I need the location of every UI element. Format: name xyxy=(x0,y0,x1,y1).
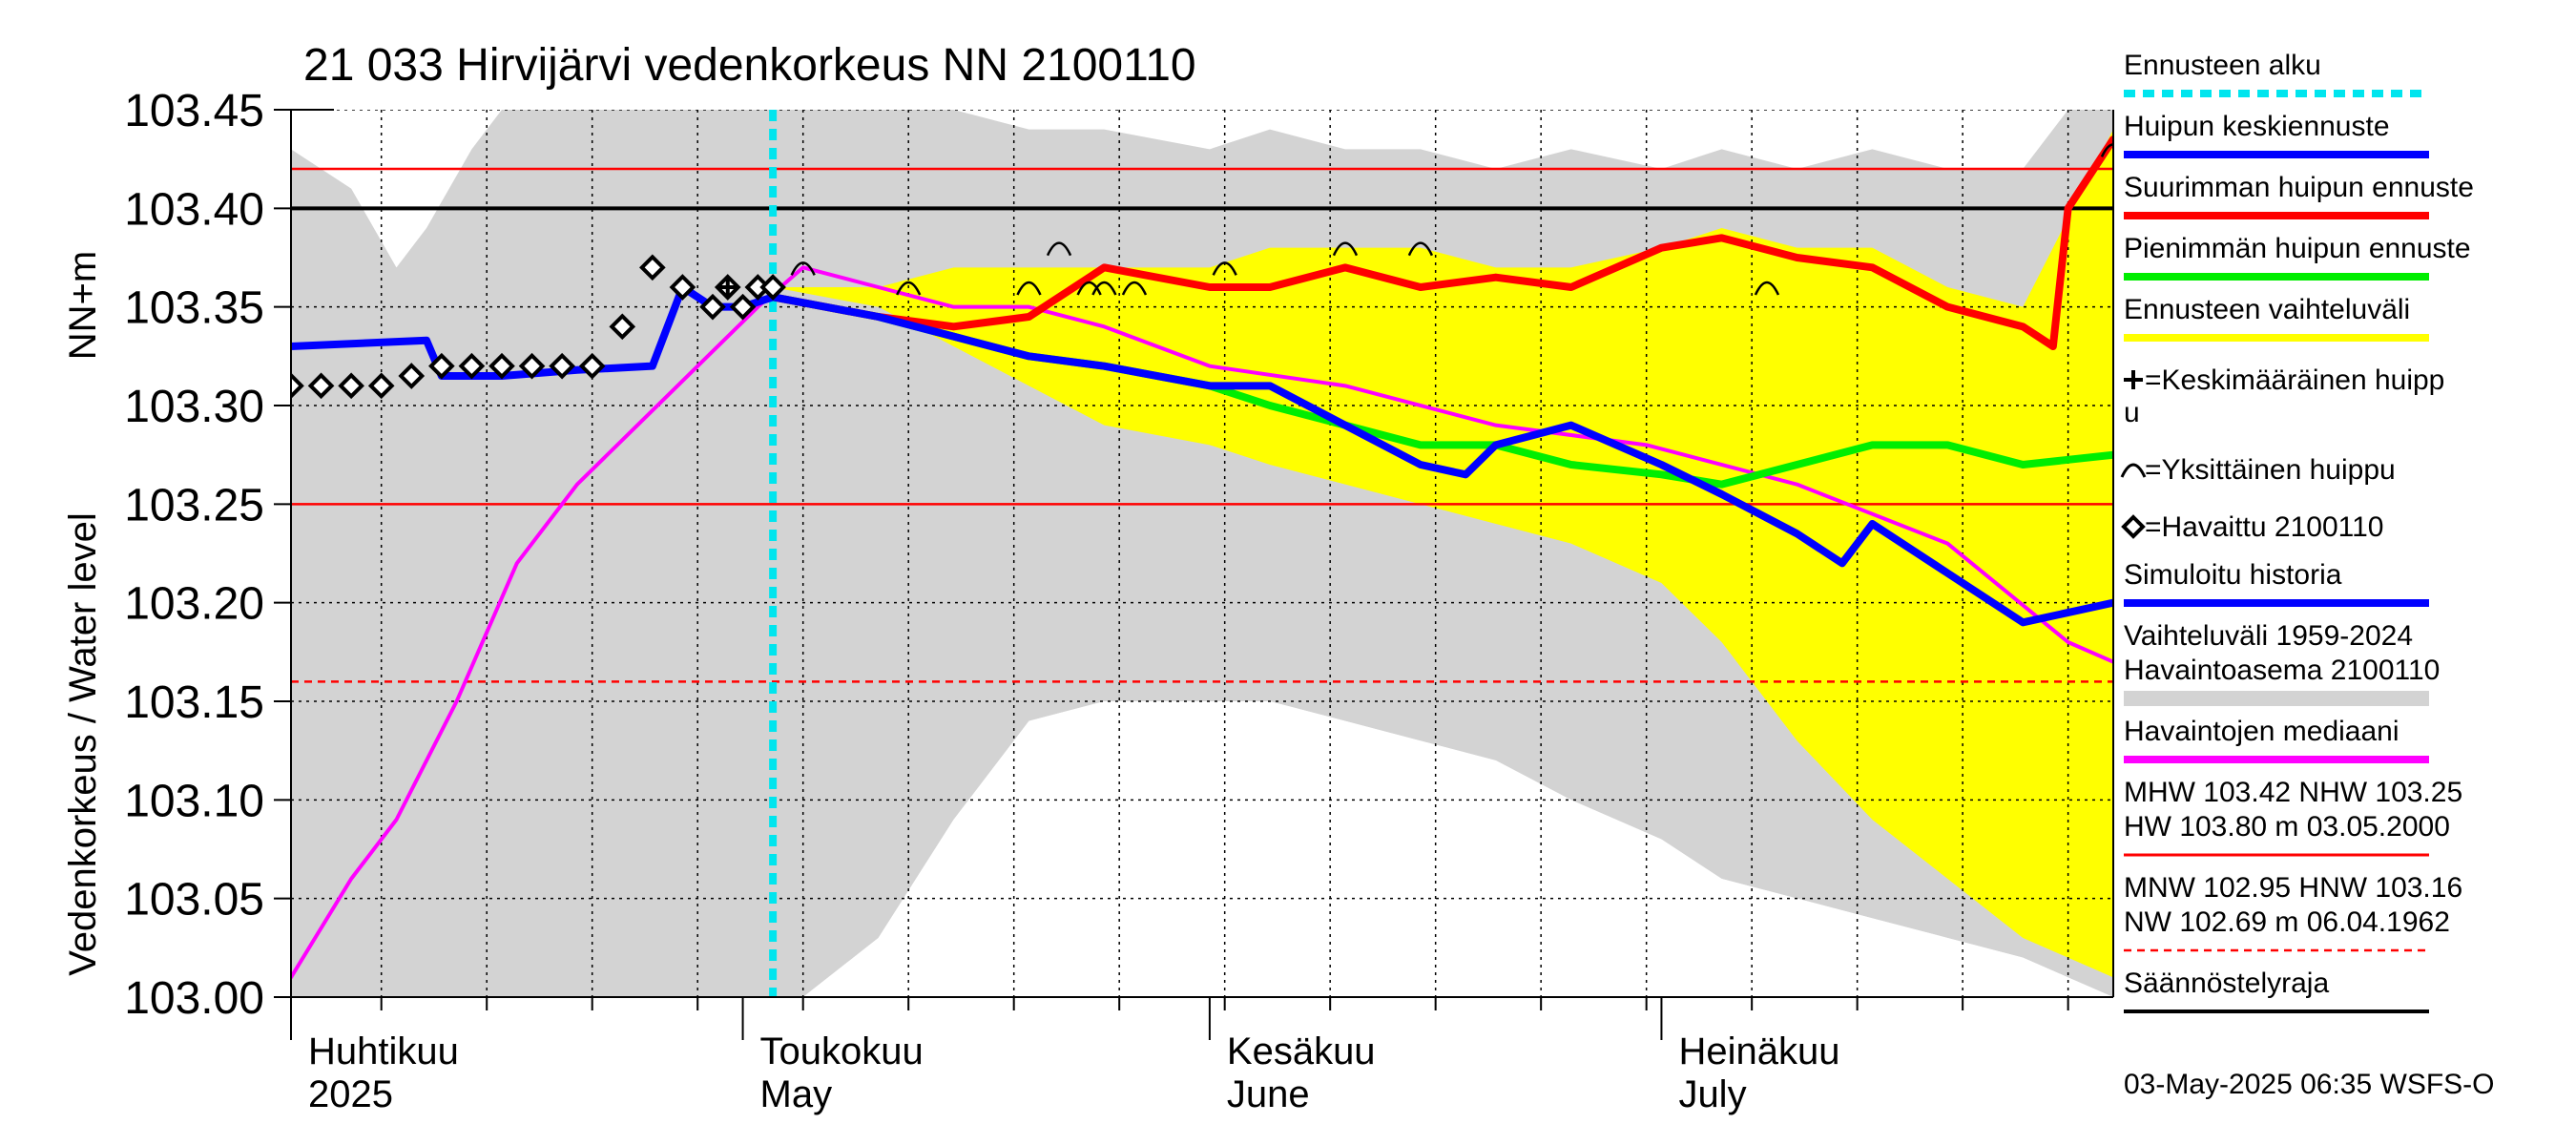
individual-peak-marker xyxy=(1212,261,1237,276)
observed-point xyxy=(639,254,666,281)
individual-peak-marker xyxy=(2100,143,2113,157)
legend-swatch xyxy=(2124,691,2429,706)
y-tick-label: 103.20 xyxy=(124,579,264,630)
legend-label: Pienimmän huipun ennuste xyxy=(2124,233,2471,264)
legend-label: Ennusteen alku xyxy=(2124,50,2321,81)
observed-point xyxy=(458,352,486,380)
simulated-history-line xyxy=(291,283,778,380)
observed-point xyxy=(338,372,364,400)
legend-label-line2: NW 102.69 m 06.04.1962 xyxy=(2124,906,2450,938)
observed-point xyxy=(759,274,786,301)
chart-title: 21 033 Hirvijärvi vedenkorkeus NN 210011… xyxy=(303,40,1196,91)
month-label-fi: Heinäkuu xyxy=(1678,1030,1839,1072)
legend-label-line2: HW 103.80 m 03.05.2000 xyxy=(2124,811,2450,843)
legend: Ennusteen alku Huipun keskiennuste Suurimm… xyxy=(2120,50,2474,1013)
legend-label-line2: u xyxy=(2124,397,2140,428)
observed-point xyxy=(729,293,757,321)
y-tick-label: 103.45 xyxy=(124,86,264,136)
max-peak-forecast-line xyxy=(769,135,2113,350)
legend-label: =Keskimääräinen huipp xyxy=(2145,364,2444,396)
month-label-fi: Toukokuu xyxy=(760,1030,924,1072)
timestamp-footer: 03-May-2025 06:35 WSFS-O xyxy=(2124,1069,2495,1100)
individual-peak-marker xyxy=(896,281,922,296)
average-peak-marker xyxy=(717,278,737,297)
legend-label: Simuloitu historia xyxy=(2124,559,2342,591)
axes: 103.00 103.05 103.10 103.15 103.20 103.25 103.… xyxy=(124,86,2114,1115)
observed-point xyxy=(398,363,426,389)
y-tick-label: 103.25 xyxy=(124,480,264,531)
y-tick-label: 103.15 xyxy=(124,677,264,728)
individual-peak-marker xyxy=(1121,281,1148,296)
individual-peak-marker xyxy=(1754,281,1780,296)
legend-item: =Yksittäinen huippu xyxy=(2120,454,2396,486)
legend-item: =Keskimääräinen huippu xyxy=(2124,364,2444,428)
legend-item: Pienimmän huipun ennuste xyxy=(2124,233,2471,281)
plot-area xyxy=(291,110,2113,997)
month-label-en: May xyxy=(760,1073,833,1115)
observed-point xyxy=(518,352,546,380)
legend-label: Vaihteluväli 1959-2024 xyxy=(2124,620,2413,652)
legend-item: Ennusteen vaihteluväli xyxy=(2124,294,2429,342)
month-label-en: June xyxy=(1227,1073,1310,1115)
month-label-en: 2025 xyxy=(308,1073,393,1115)
month-label-en: July xyxy=(1678,1073,1746,1115)
legend-item: Vaihteluväli 1959-2024 Havaintoasema 210… xyxy=(2124,620,2440,706)
legend-item: Simuloitu historia xyxy=(2124,559,2429,607)
individual-peak-marker xyxy=(1076,281,1102,296)
observed-point xyxy=(699,293,726,321)
below-range-area xyxy=(291,701,2113,997)
month-label-fi: Kesäkuu xyxy=(1227,1030,1376,1072)
legend-label: MHW 103.42 NHW 103.25 xyxy=(2124,777,2462,808)
legend-label: =Havaittu 2100110 xyxy=(2145,511,2383,543)
legend-label: Säännöstelyraja xyxy=(2124,968,2329,999)
observed-point xyxy=(367,372,395,400)
individual-peak-marker xyxy=(1016,281,1042,296)
legend-item: Havaintojen mediaani xyxy=(2124,716,2429,763)
y-tick-label: 103.40 xyxy=(124,184,264,235)
observed-point xyxy=(669,274,696,301)
forecast-range-band xyxy=(773,129,2113,978)
observed-point xyxy=(307,372,335,400)
observed-point xyxy=(291,372,304,400)
legend-diamond-symbol xyxy=(2121,514,2146,539)
legend-item: Huipun keskiennuste xyxy=(2124,111,2429,158)
legend-label: Suurimman huipun ennuste xyxy=(2124,172,2474,203)
y-tick-label: 103.30 xyxy=(124,382,264,432)
y-axis-label: Vedenkorkeus / Water level xyxy=(62,512,104,975)
observed-point xyxy=(549,352,575,380)
legend-item: Ennusteen alku xyxy=(2124,50,2429,97)
individual-peak-marker xyxy=(1091,281,1117,296)
legend-label: =Yksittäinen huippu xyxy=(2145,454,2396,486)
legend-label: MNW 102.95 HNW 103.16 xyxy=(2124,872,2462,904)
legend-label: Ennusteen vaihteluväli xyxy=(2124,294,2410,325)
y-tick-label: 103.05 xyxy=(124,875,264,926)
individual-peak-marker xyxy=(1332,241,1359,257)
legend-label: Havaintojen mediaani xyxy=(2124,716,2399,747)
month-label-fi: Huhtikuu xyxy=(308,1030,459,1072)
legend-label-line2: Havaintoasema 2100110 xyxy=(2124,655,2440,686)
legend-item: =Havaittu 2100110 xyxy=(2121,511,2383,543)
individual-peak-marker xyxy=(790,261,816,276)
observed-point xyxy=(578,352,606,380)
legend-arc-symbol xyxy=(2120,463,2147,478)
legend-item: Säännöstelyraja xyxy=(2124,968,2429,1013)
y-axis-unit-label: NN+m xyxy=(62,251,104,360)
observed-point xyxy=(428,352,455,380)
mean-peak-forecast-line xyxy=(769,293,2113,627)
legend-label: Huipun keskiennuste xyxy=(2124,111,2390,142)
y-tick-label: 103.35 xyxy=(124,283,264,334)
legend-item: Suurimman huipun ennuste xyxy=(2124,172,2474,219)
observed-point xyxy=(609,313,636,341)
y-tick-label: 103.00 xyxy=(124,973,264,1024)
observed-point xyxy=(488,352,515,380)
individual-peak-marker xyxy=(1407,241,1434,257)
individual-peak-marker xyxy=(1046,241,1072,257)
legend-plus-symbol xyxy=(2124,370,2143,389)
y-tick-label: 103.10 xyxy=(124,776,264,826)
median-line xyxy=(291,265,2113,980)
